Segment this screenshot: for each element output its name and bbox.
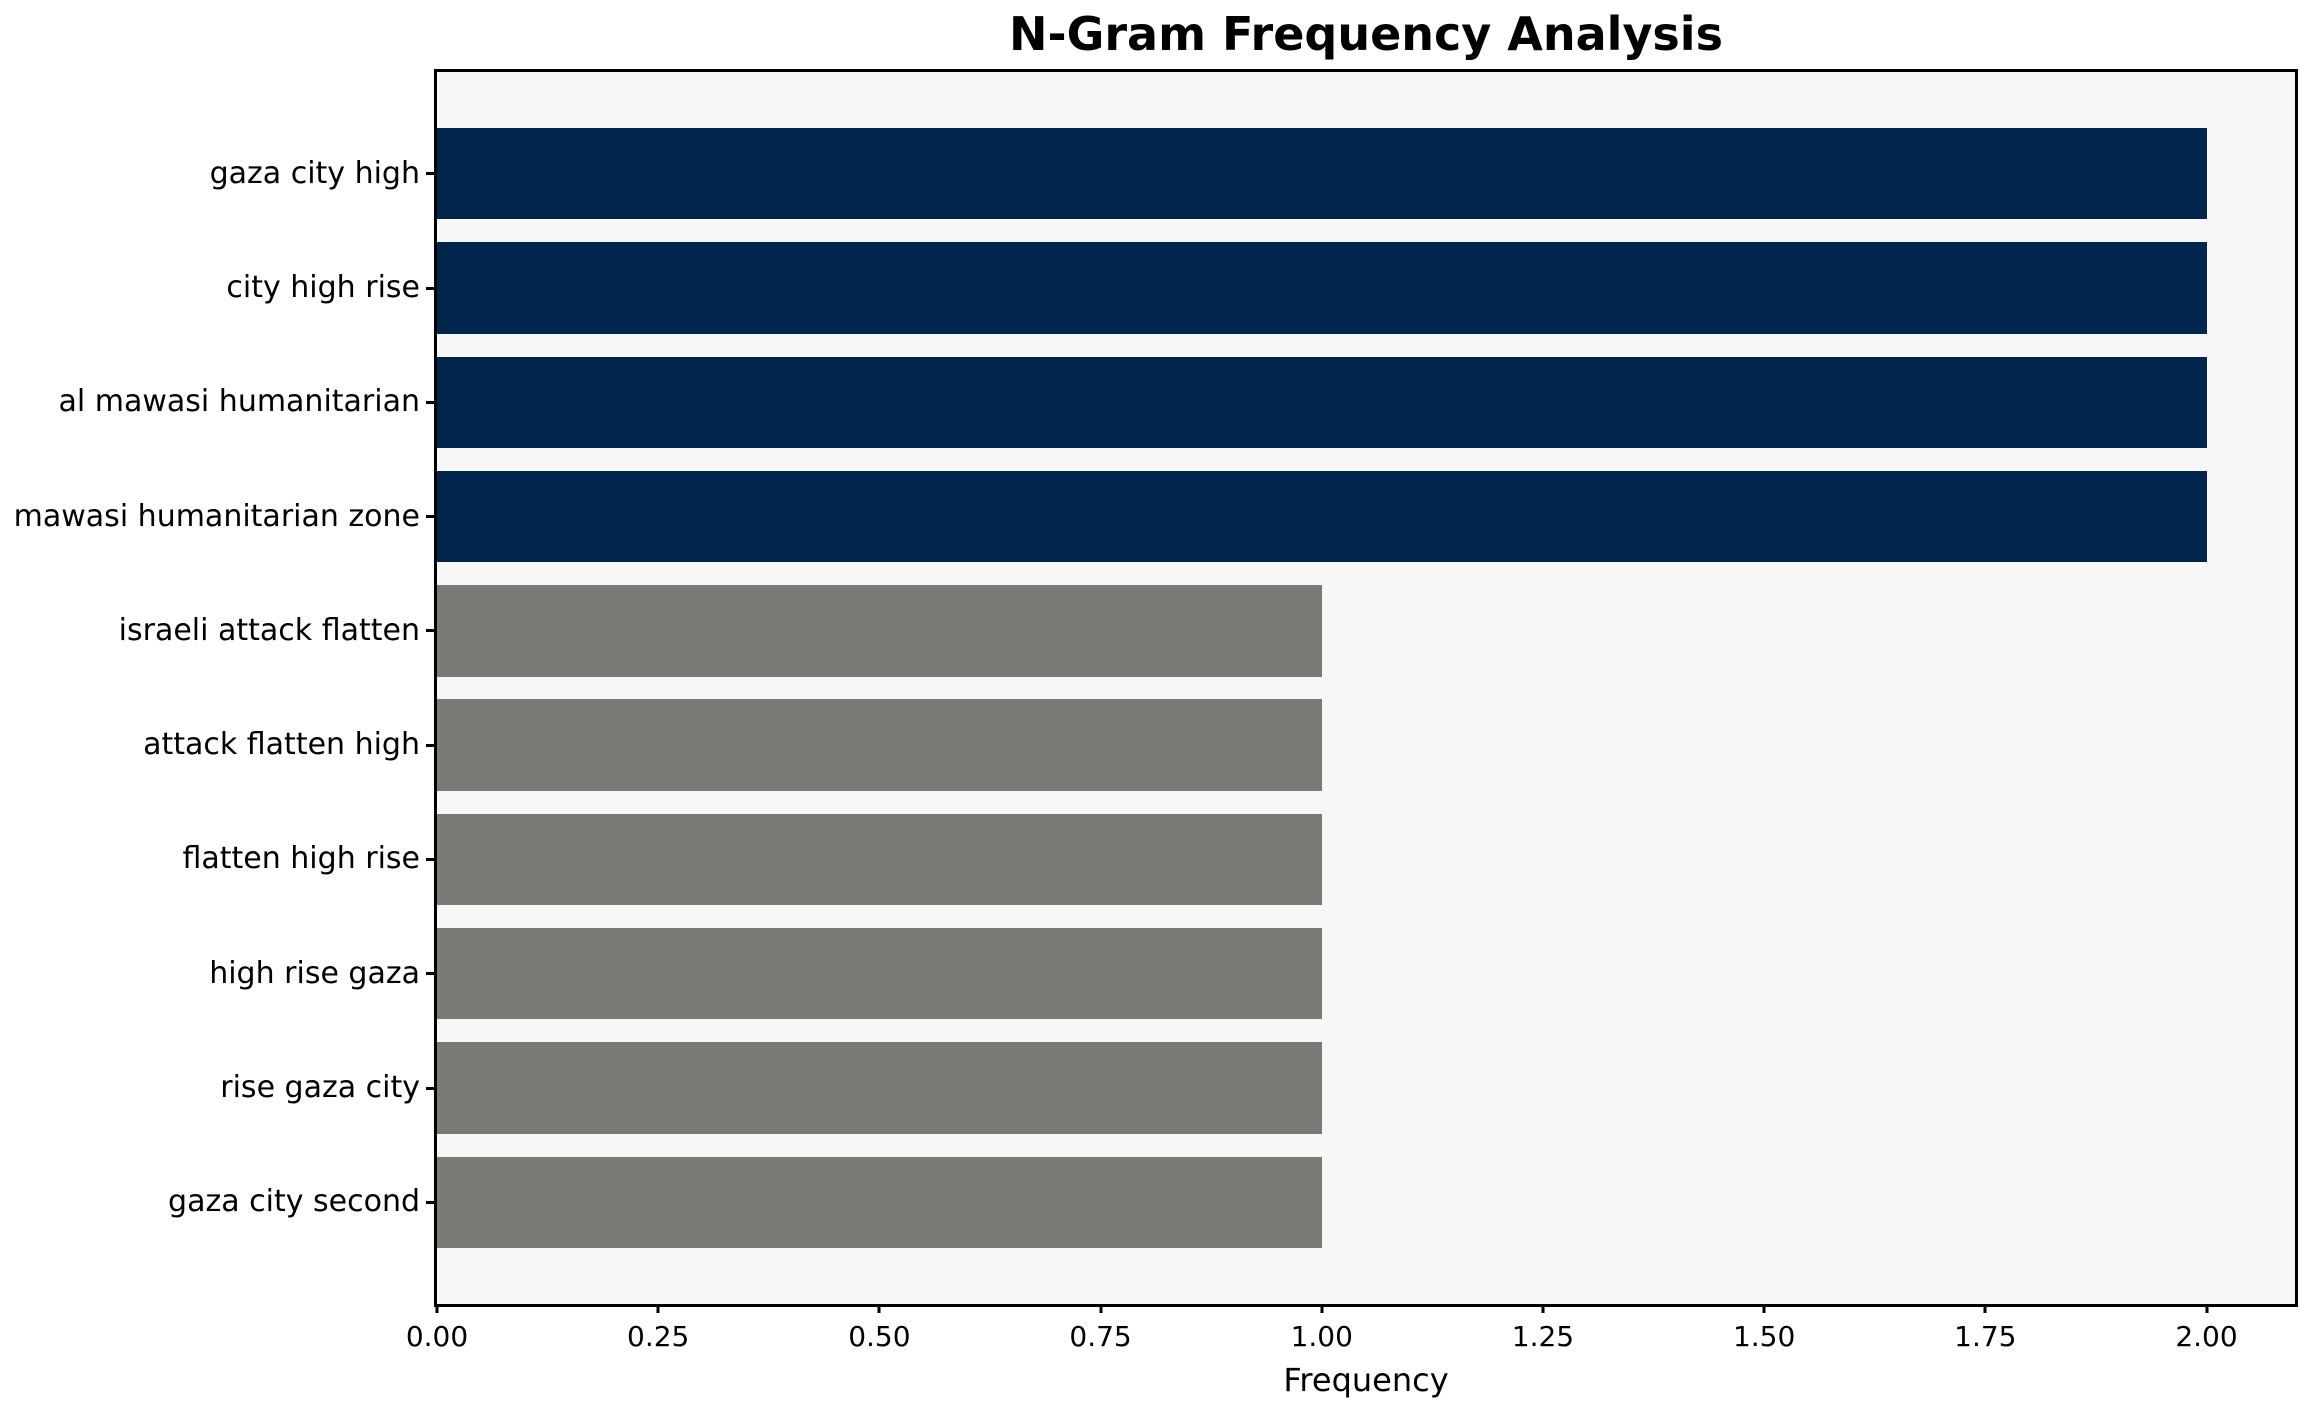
x-tick-mark [877, 1304, 881, 1313]
y-tick-label: israeli attack flatten [118, 612, 420, 648]
x-tick-label: 0.00 [405, 1320, 469, 1353]
x-tick-label: 0.50 [848, 1320, 911, 1353]
x-tick-mark [435, 1304, 439, 1313]
y-tick-label: gaza city high [209, 155, 420, 191]
y-tick-mark [426, 515, 435, 519]
x-tick-mark [1762, 1304, 1766, 1313]
x-tick-label: 1.25 [1511, 1320, 1575, 1353]
bar-high-rise-gaza [437, 928, 1322, 1020]
x-tick-label: 0.75 [1069, 1320, 1132, 1353]
bar-gaza-city-second [437, 1156, 1322, 1248]
y-tick-mark [426, 857, 435, 861]
plot-area [437, 72, 2295, 1304]
y-tick-mark [426, 172, 435, 176]
x-tick-label: 1.50 [1732, 1320, 1796, 1353]
y-tick-mark [426, 972, 435, 976]
bar-city-high-rise [437, 242, 2207, 334]
x-tick-mark [1983, 1304, 1987, 1313]
x-tick-mark [656, 1304, 660, 1313]
bar-mawasi-humanitarian-zone [437, 470, 2207, 563]
y-tick-mark [426, 629, 435, 633]
y-tick-label: al mawasi humanitarian [58, 384, 420, 420]
y-tick-label: gaza city second [168, 1184, 420, 1220]
y-tick-mark [426, 743, 435, 747]
y-tick-label: mawasi humanitarian zone [13, 498, 420, 534]
bar-rise-gaza-city [437, 1042, 1322, 1134]
y-tick-label: high rise gaza [209, 955, 420, 991]
x-tick-mark [1541, 1304, 1545, 1313]
x-axis-title: Frequency [1283, 1361, 1449, 1399]
y-tick-label: city high rise [226, 270, 420, 305]
y-tick-label: attack flatten high [143, 727, 420, 763]
x-tick-mark [1099, 1304, 1103, 1313]
x-tick-label: 1.75 [1954, 1320, 2017, 1353]
x-tick-mark [1320, 1304, 1324, 1313]
y-tick-label: flatten high rise [182, 841, 420, 877]
bar-al-mawasi-humanitarian [437, 356, 2207, 448]
bar-attack-flatten-high [437, 699, 1322, 791]
y-tick-mark [426, 1200, 435, 1204]
bar-flatten-high-rise [437, 813, 1322, 906]
chart-title: N-Gram Frequency Analysis [1009, 7, 1723, 61]
y-tick-label: rise gaza city [220, 1070, 420, 1105]
bar-israeli-attack-flatten [437, 585, 1322, 677]
x-tick-mark [2205, 1304, 2209, 1313]
y-tick-mark [426, 400, 435, 404]
x-tick-label: 2.00 [2175, 1320, 2238, 1353]
y-tick-mark [426, 1086, 435, 1090]
y-tick-mark [426, 286, 435, 290]
bar-gaza-city-high [437, 128, 2207, 220]
x-tick-label: 1.00 [1290, 1320, 1353, 1353]
x-tick-label: 0.25 [627, 1320, 690, 1353]
